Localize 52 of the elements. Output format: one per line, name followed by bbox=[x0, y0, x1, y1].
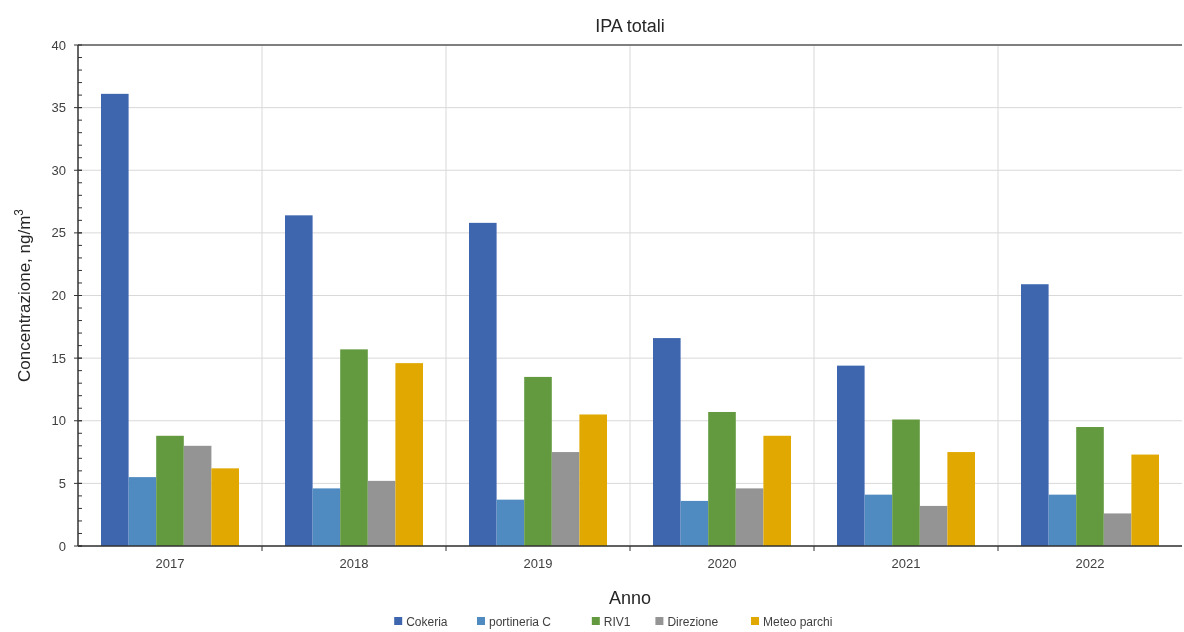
bar bbox=[128, 477, 157, 546]
bar bbox=[864, 494, 893, 546]
bar bbox=[367, 480, 396, 546]
legend-label: Direzione bbox=[667, 615, 719, 629]
y-tick-label: 15 bbox=[51, 350, 66, 366]
bar bbox=[496, 499, 525, 546]
y-tick-label: 35 bbox=[51, 100, 66, 116]
x-tick-label: 2021 bbox=[891, 556, 921, 571]
x-axis-title: Anno bbox=[608, 588, 652, 608]
legend-label: Meteo parchi bbox=[763, 615, 833, 629]
bar bbox=[735, 488, 764, 546]
bar bbox=[680, 500, 709, 546]
y-tick-label: 10 bbox=[51, 413, 66, 429]
x-tick-label: 2019 bbox=[523, 556, 553, 571]
bar bbox=[312, 488, 341, 546]
bar bbox=[763, 435, 791, 546]
legend-label: portineria C bbox=[489, 615, 552, 629]
bar bbox=[579, 414, 607, 546]
bar bbox=[1021, 284, 1049, 546]
bar bbox=[892, 419, 920, 546]
y-tick-label: 0 bbox=[58, 538, 66, 554]
bar bbox=[469, 222, 497, 546]
bar bbox=[708, 411, 736, 546]
y-tick-label: 30 bbox=[51, 162, 66, 178]
y-tick-label: 20 bbox=[51, 288, 66, 304]
x-tick-label: 2022 bbox=[1075, 556, 1105, 571]
x-tick-label: 2017 bbox=[155, 556, 185, 571]
bar bbox=[524, 376, 552, 546]
bar bbox=[1103, 513, 1132, 546]
x-tick-label: 2020 bbox=[707, 556, 737, 571]
bar bbox=[919, 505, 948, 546]
bar bbox=[183, 445, 212, 546]
x-tick-label: 2018 bbox=[339, 556, 369, 571]
y-tick-label: 5 bbox=[58, 475, 66, 491]
y-tick-label: 25 bbox=[51, 225, 66, 241]
bar bbox=[285, 215, 313, 546]
chart-title: IPA totali bbox=[595, 16, 665, 36]
bar bbox=[101, 93, 129, 546]
bar bbox=[1076, 427, 1104, 546]
bar bbox=[1048, 494, 1077, 546]
bar bbox=[551, 452, 580, 546]
bar bbox=[340, 349, 368, 546]
bar bbox=[837, 365, 865, 546]
legend-label: RIV1 bbox=[603, 615, 631, 629]
bar bbox=[653, 338, 681, 546]
bar bbox=[1131, 454, 1159, 546]
bar bbox=[211, 468, 239, 546]
y-tick-label: 40 bbox=[51, 37, 66, 53]
legend-label: Cokeria bbox=[406, 615, 448, 629]
bar bbox=[947, 452, 975, 546]
bar bbox=[156, 435, 184, 546]
bar bbox=[395, 363, 423, 546]
